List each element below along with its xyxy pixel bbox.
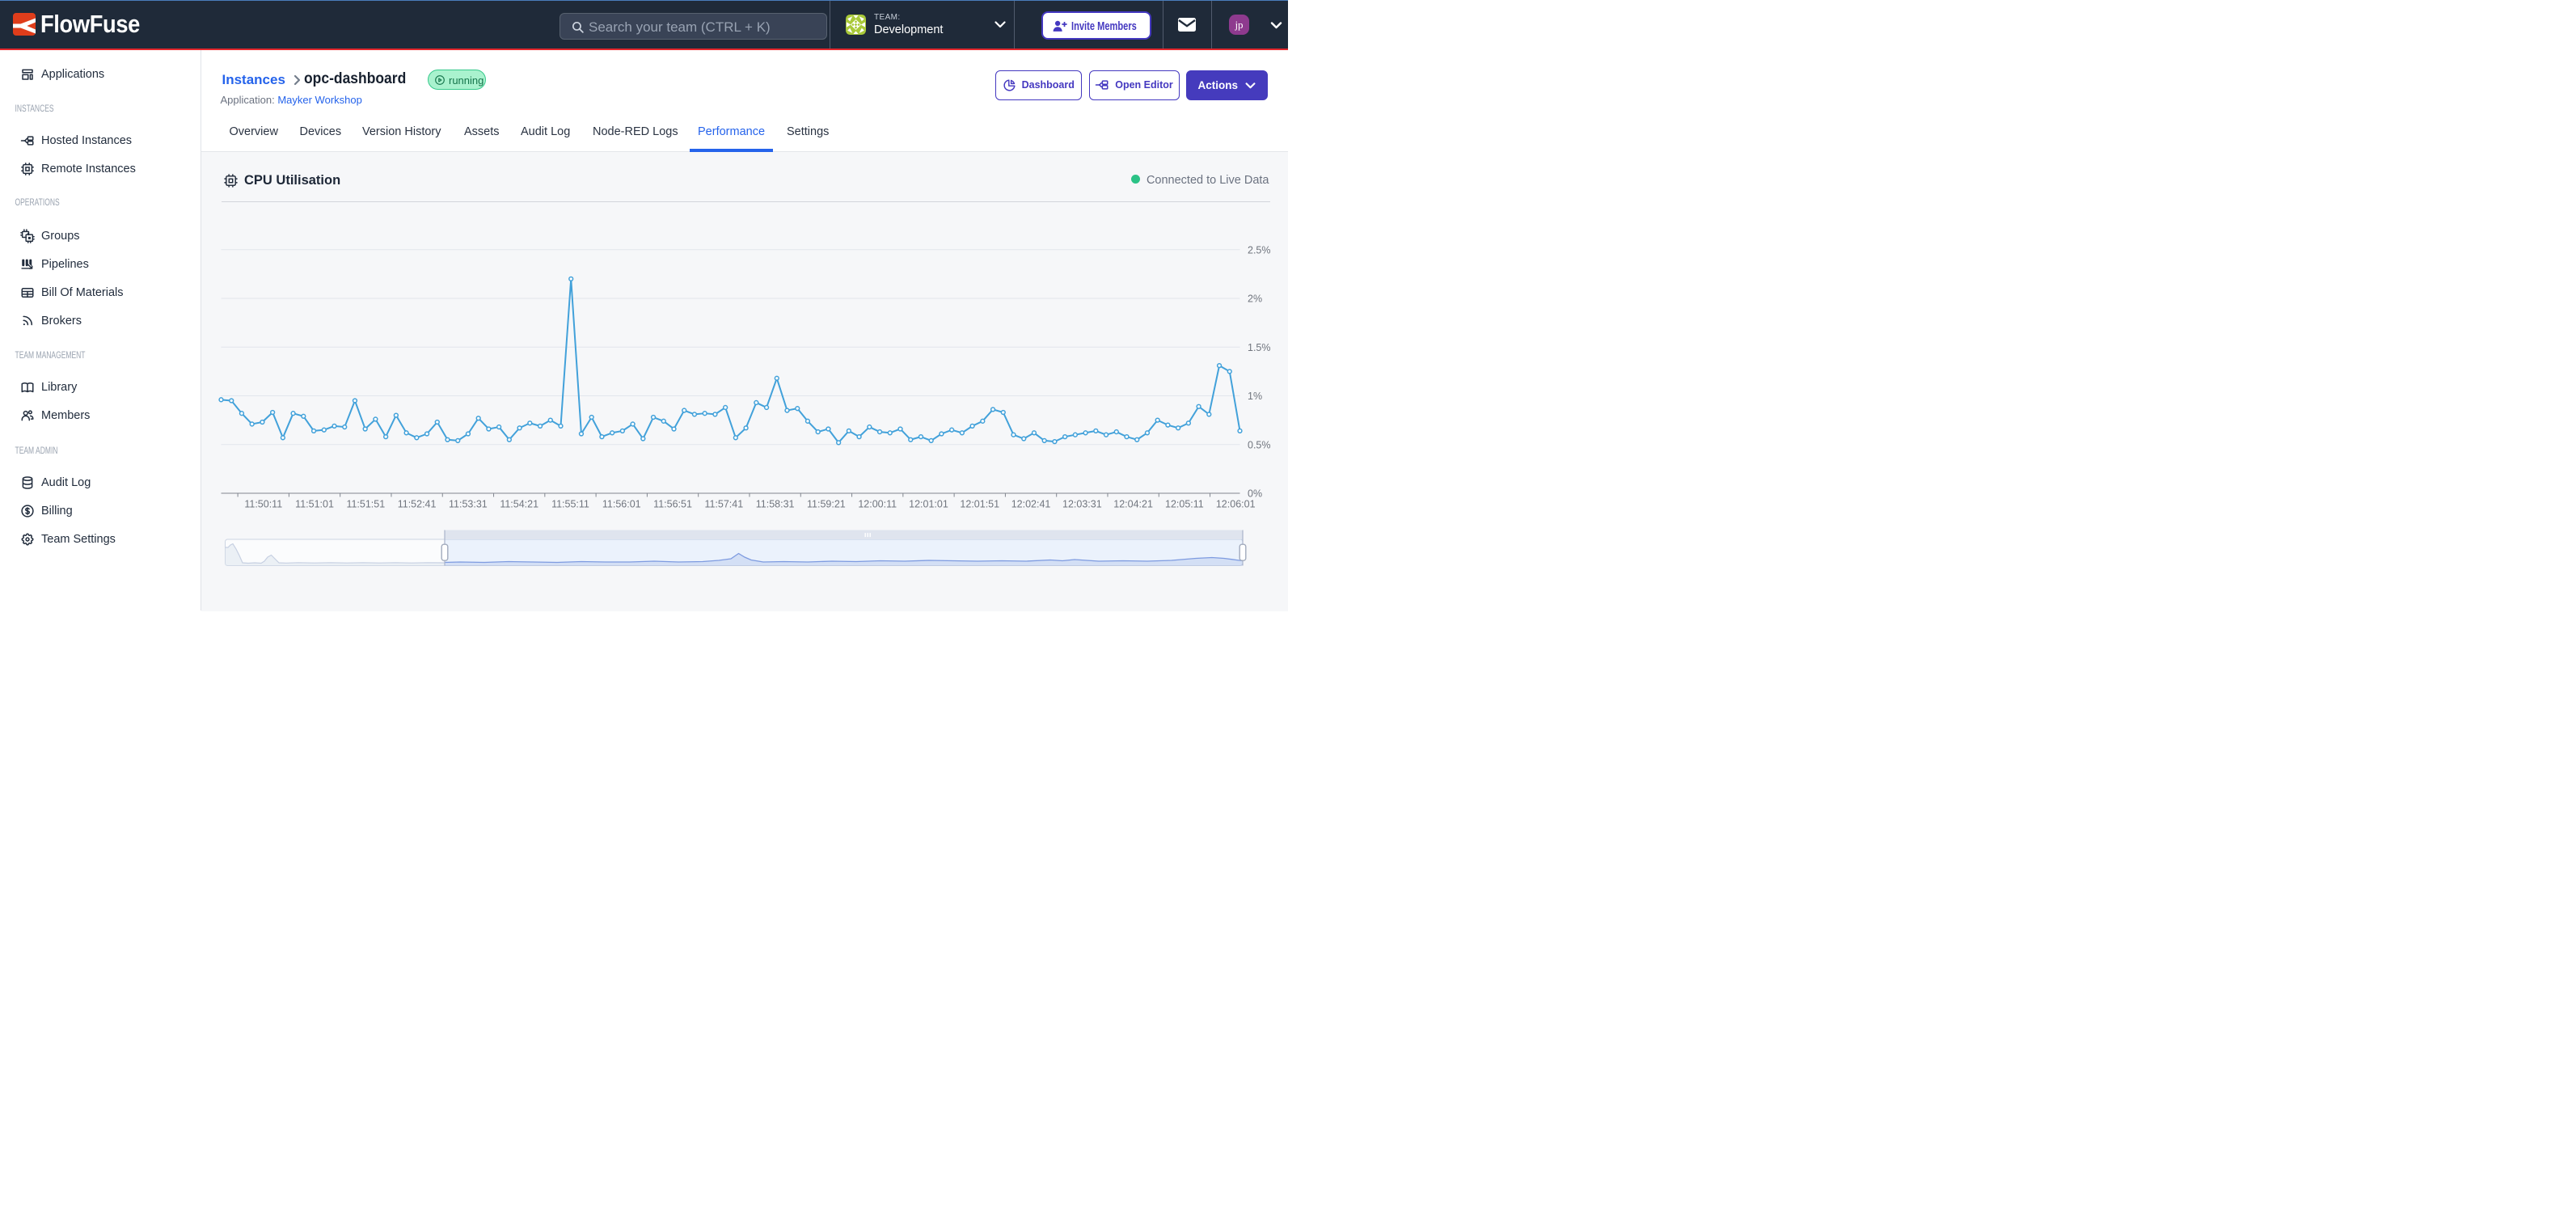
svg-text:12:01:51: 12:01:51 <box>960 498 999 509</box>
svg-text:11:51:01: 11:51:01 <box>295 498 334 509</box>
svg-text:11:55:11: 11:55:11 <box>551 498 589 509</box>
svg-text:1.5%: 1.5% <box>1248 341 1271 353</box>
svg-text:0%: 0% <box>1248 488 1262 499</box>
svg-text:12:01:01: 12:01:01 <box>909 498 948 509</box>
svg-text:11:58:31: 11:58:31 <box>756 498 795 509</box>
svg-text:11:53:31: 11:53:31 <box>449 498 488 509</box>
svg-text:12:00:11: 12:00:11 <box>858 498 897 509</box>
svg-text:11:50:11: 11:50:11 <box>244 498 282 509</box>
svg-text:12:05:11: 12:05:11 <box>1165 498 1204 509</box>
svg-text:12:04:21: 12:04:21 <box>1113 498 1153 509</box>
svg-text:1%: 1% <box>1248 391 1262 402</box>
svg-text:11:56:01: 11:56:01 <box>602 498 641 509</box>
svg-text:12:02:41: 12:02:41 <box>1011 498 1051 509</box>
svg-text:11:51:51: 11:51:51 <box>346 498 385 509</box>
svg-text:11:57:41: 11:57:41 <box>704 498 743 509</box>
svg-text:11:52:41: 11:52:41 <box>398 498 437 509</box>
svg-text:12:06:01: 12:06:01 <box>1216 498 1256 509</box>
svg-text:11:54:21: 11:54:21 <box>500 498 538 509</box>
svg-text:11:59:21: 11:59:21 <box>807 498 846 509</box>
svg-text:11:56:51: 11:56:51 <box>653 498 692 509</box>
svg-text:2%: 2% <box>1248 293 1262 304</box>
svg-text:12:03:31: 12:03:31 <box>1062 498 1102 509</box>
svg-text:0.5%: 0.5% <box>1248 439 1271 450</box>
svg-text:2.5%: 2.5% <box>1248 244 1271 256</box>
